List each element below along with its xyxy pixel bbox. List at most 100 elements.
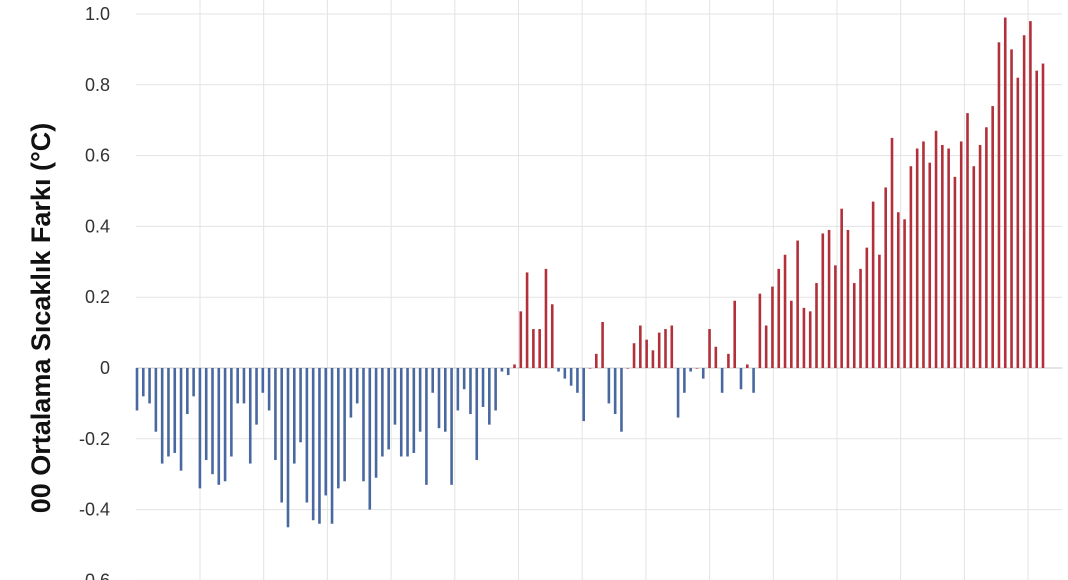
bar: [928, 162, 932, 368]
bar: [827, 229, 831, 368]
y-tick-label: 0: [100, 358, 110, 378]
bar: [135, 368, 139, 411]
y-tick-label: 0.4: [85, 216, 110, 236]
bar: [569, 368, 573, 386]
bar: [601, 321, 604, 368]
bar: [632, 343, 636, 368]
bar: [783, 254, 787, 368]
bar: [481, 368, 485, 407]
bar: [871, 201, 875, 368]
bar: [393, 368, 397, 425]
bar: [676, 368, 680, 418]
bar: [274, 368, 277, 461]
bar: [972, 166, 976, 368]
bar: [683, 368, 686, 393]
bar: [922, 141, 925, 368]
bars: [135, 17, 1045, 528]
bar: [815, 283, 818, 368]
y-tick-label: 0.8: [85, 75, 110, 95]
bar: [368, 368, 372, 510]
bar: [381, 368, 384, 457]
bar: [223, 368, 227, 482]
bar: [733, 300, 737, 368]
bar: [267, 368, 271, 411]
bar: [544, 268, 548, 368]
bar: [657, 332, 661, 368]
bar: [198, 368, 202, 489]
bar: [141, 368, 145, 397]
bar: [670, 325, 674, 368]
bar: [607, 368, 611, 404]
bar: [708, 329, 711, 368]
bar: [953, 176, 957, 368]
bar: [959, 141, 963, 368]
y-tick-label: 0.2: [85, 287, 110, 307]
bar: [418, 368, 422, 432]
bar: [500, 368, 504, 372]
bar: [764, 325, 768, 368]
y-tick-label: -0.4: [79, 500, 110, 520]
bar: [362, 368, 365, 482]
bar: [613, 368, 617, 415]
bar: [934, 130, 938, 368]
bar: [947, 148, 950, 368]
bar: [771, 286, 774, 368]
bar: [305, 368, 309, 503]
bar: [173, 368, 177, 453]
bar: [167, 368, 170, 457]
bar: [890, 137, 894, 368]
bar: [343, 368, 346, 482]
bar: [494, 368, 497, 411]
bar: [557, 368, 560, 372]
bar: [859, 268, 862, 368]
bar: [840, 208, 843, 368]
bar: [550, 304, 554, 368]
bar: [236, 368, 239, 404]
y-axis-ticks: 1.0 0.8 0.6 0.4 0.2 0 -0.2 -0.4 -0.6: [79, 4, 110, 580]
bar: [727, 353, 730, 368]
bar: [802, 307, 806, 368]
bar: [1016, 77, 1020, 368]
bar: [469, 368, 472, 415]
bar: [758, 293, 762, 368]
bar: [255, 368, 258, 425]
bar: [752, 368, 755, 393]
bar: [242, 368, 246, 404]
bar: [506, 368, 510, 376]
bar: [406, 368, 409, 457]
bar: [538, 329, 541, 368]
bar: [519, 311, 523, 368]
bar: [450, 368, 453, 485]
bar: [399, 368, 403, 457]
bar: [639, 325, 642, 368]
bar: [915, 148, 919, 368]
bar: [582, 368, 586, 422]
bar: [821, 233, 825, 368]
bar: [941, 144, 944, 368]
bar: [1003, 17, 1007, 368]
bar: [148, 368, 151, 404]
y-tick-label: -0.6: [79, 570, 110, 580]
bar: [324, 368, 328, 496]
bar: [576, 368, 579, 393]
bar: [991, 106, 994, 368]
bar: [1041, 63, 1045, 369]
bar: [1010, 49, 1013, 369]
bar: [475, 368, 479, 461]
bar: [431, 368, 435, 393]
bar: [903, 219, 906, 368]
bar: [179, 368, 183, 471]
bar: [261, 368, 265, 393]
bar: [443, 368, 447, 432]
bar: [626, 368, 630, 369]
bar: [664, 329, 667, 368]
bar: [513, 364, 516, 368]
bar: [217, 368, 221, 485]
bar: [160, 368, 164, 464]
bar: [978, 144, 982, 368]
bar: [1022, 35, 1026, 369]
bar: [532, 329, 535, 368]
bar: [689, 368, 692, 372]
bar: [714, 346, 718, 368]
bar: [808, 311, 812, 368]
